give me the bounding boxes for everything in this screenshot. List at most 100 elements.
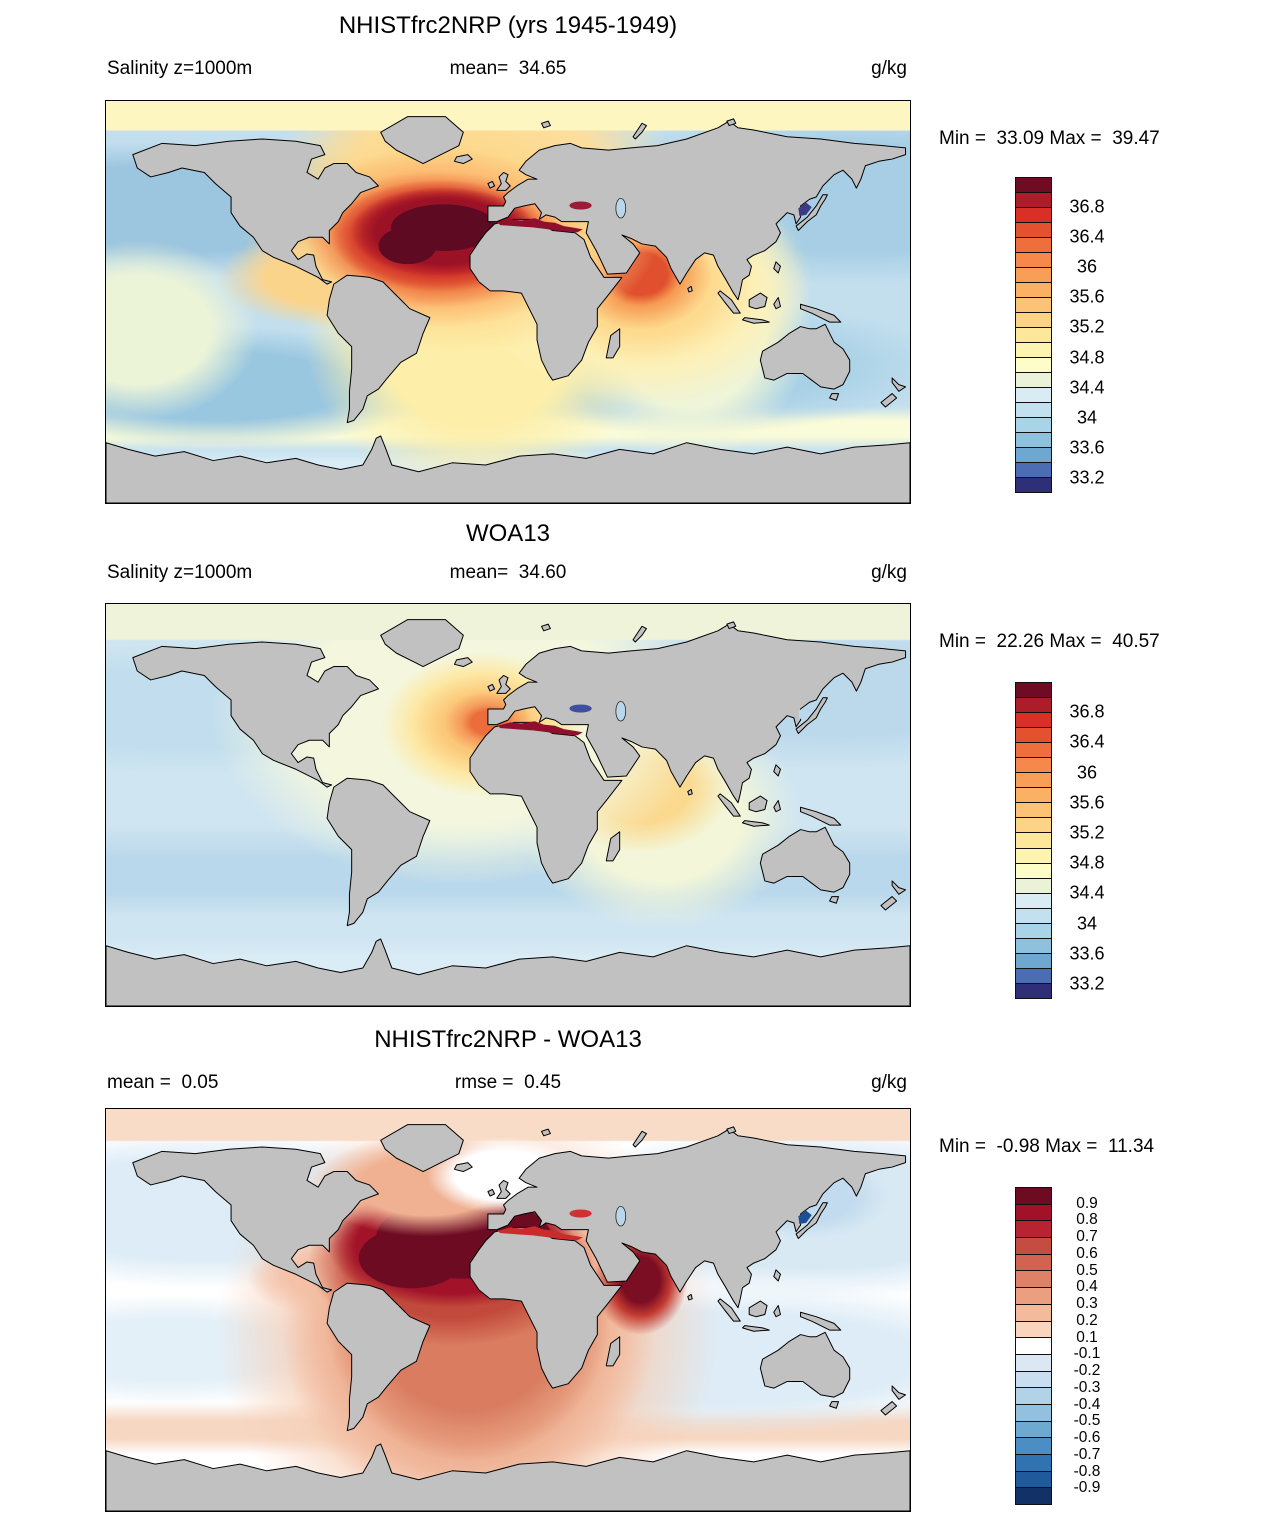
colorbar-segment bbox=[1016, 787, 1051, 803]
panel-model-units-label: g/kg bbox=[871, 58, 907, 79]
panel-model-variable-label: Salinity z=1000m bbox=[107, 58, 253, 79]
colorbar-segment bbox=[1016, 1370, 1051, 1388]
colorbar-segment bbox=[1016, 282, 1051, 297]
sea-of-japan bbox=[798, 705, 812, 720]
colorbar-segment bbox=[1016, 742, 1051, 758]
world-map-model bbox=[106, 116, 910, 503]
colorbar-model-swatches bbox=[1015, 177, 1052, 493]
world-landmasses bbox=[106, 1124, 910, 1511]
colorbar-tick-label: 35.2 bbox=[1069, 822, 1105, 843]
panel-obs-units-label: g/kg bbox=[871, 562, 907, 583]
world-landmasses bbox=[106, 116, 910, 503]
mediterranean-sea bbox=[497, 218, 583, 233]
colorbar-segment bbox=[1016, 372, 1051, 387]
colorbar-obs-swatches bbox=[1015, 682, 1052, 999]
colorbar-segment bbox=[1016, 1220, 1051, 1238]
map-obs-salinity bbox=[105, 603, 911, 1007]
colorbar-tick-label: 0.2 bbox=[1076, 1311, 1098, 1329]
colorbar-segment bbox=[1016, 1320, 1051, 1338]
colorbar-tick-label: 0.1 bbox=[1076, 1328, 1098, 1346]
panel-model-minmax: Min = 33.09 Max = 39.47 bbox=[939, 128, 1160, 149]
colorbar-segment bbox=[1016, 892, 1051, 908]
map-model-salinity bbox=[105, 100, 911, 504]
sea-of-japan-anomaly bbox=[798, 202, 812, 217]
colorbar-tick-label: -0.9 bbox=[1073, 1479, 1101, 1497]
colorbar-segment bbox=[1016, 1188, 1051, 1204]
panel-obs-mean-label: mean= 34.60 bbox=[449, 562, 567, 583]
colorbar-tick-label: 33.2 bbox=[1069, 973, 1105, 994]
colorbar-segment bbox=[1016, 922, 1051, 938]
colorbar-segment bbox=[1016, 1237, 1051, 1254]
panel-diff-rmse-label: rmse = 0.45 bbox=[454, 1072, 562, 1093]
colorbar-tick-label: 36.8 bbox=[1069, 701, 1105, 722]
colorbar-segment bbox=[1016, 178, 1051, 192]
black-sea bbox=[569, 201, 592, 210]
colorbar-tick-label: 0.3 bbox=[1076, 1295, 1098, 1313]
colorbar-tick-label: 0.5 bbox=[1076, 1261, 1098, 1279]
caspian-sea bbox=[615, 197, 627, 219]
colorbar-tick-label: 34.8 bbox=[1069, 347, 1105, 368]
colorbar-segment bbox=[1016, 357, 1051, 372]
colorbar-segment bbox=[1016, 342, 1051, 357]
colorbar-segment bbox=[1016, 1203, 1051, 1221]
colorbar-segment bbox=[1016, 1470, 1051, 1488]
mediterranean-sea bbox=[497, 721, 583, 736]
mediterranean-sea bbox=[497, 1226, 583, 1241]
colorbar-segment bbox=[1016, 1403, 1051, 1421]
colorbar-diff: 0.9 0.8 0.7 0.6 0.5 0.4 0.3 0.2 0.1 -0.1 -0.2 -0.3-… bbox=[1015, 1187, 1135, 1505]
colorbar-segment bbox=[1016, 832, 1051, 848]
colorbar-tick-label: 36.8 bbox=[1069, 196, 1105, 217]
colorbar-tick-label: 0.9 bbox=[1076, 1194, 1098, 1212]
map-diff-salinity bbox=[105, 1108, 911, 1512]
colorbar-model: 36.8 36.4 36 35.6 35.2 34.8 34.4 34 33.6 33.2 bbox=[1015, 177, 1135, 493]
colorbar-segment bbox=[1016, 712, 1051, 728]
colorbar-segment bbox=[1016, 402, 1051, 417]
colorbar-segment bbox=[1016, 237, 1051, 252]
colorbar-segment bbox=[1016, 1437, 1051, 1454]
colorbar-tick-label: 33.6 bbox=[1069, 943, 1105, 964]
colorbar-tick-label: 34 bbox=[1076, 913, 1098, 934]
caspian-sea bbox=[615, 1205, 627, 1227]
colorbar-tick-label: -0.7 bbox=[1073, 1445, 1101, 1463]
colorbar-segment bbox=[1016, 387, 1051, 402]
colorbar-diff-swatches bbox=[1015, 1187, 1052, 1505]
colorbar-segment bbox=[1016, 697, 1051, 713]
colorbar-segment bbox=[1016, 982, 1051, 998]
colorbar-segment bbox=[1016, 802, 1051, 818]
panel-obs-minmax: Min = 22.26 Max = 40.57 bbox=[939, 631, 1160, 652]
colorbar-tick-label: 35.2 bbox=[1069, 316, 1105, 337]
colorbar-tick-label: 0.8 bbox=[1076, 1211, 1098, 1229]
colorbar-tick-label: 36.4 bbox=[1069, 731, 1105, 752]
colorbar-segment bbox=[1016, 222, 1051, 237]
colorbar-tick-label: 0.7 bbox=[1076, 1228, 1098, 1246]
world-map-diff bbox=[106, 1124, 910, 1511]
world-landmasses bbox=[106, 619, 910, 1006]
panel-obs-variable-label: Salinity z=1000m bbox=[107, 562, 253, 583]
black-sea bbox=[569, 704, 592, 713]
colorbar-model-ticks: 36.8 36.4 36 35.6 35.2 34.8 34.4 34 33.6 33.2 bbox=[1055, 177, 1125, 493]
colorbar-segment bbox=[1016, 432, 1051, 447]
panel-obs-title: WOA13 bbox=[465, 520, 551, 547]
colorbar-segment bbox=[1016, 327, 1051, 342]
panel-diff-minmax: Min = -0.98 Max = 11.34 bbox=[939, 1136, 1155, 1157]
black-sea bbox=[569, 1209, 592, 1218]
colorbar-tick-label: 34.4 bbox=[1069, 377, 1105, 398]
colorbar-obs-ticks: 36.8 36.4 36 35.6 35.2 34.8 34.4 34 33.6 33.2 bbox=[1055, 682, 1125, 999]
colorbar-segment bbox=[1016, 1353, 1051, 1371]
panel-model-title: NHISTfrc2NRP (yrs 1945-1949) bbox=[338, 12, 678, 39]
colorbar-obs: 36.8 36.4 36 35.6 35.2 34.8 34.4 34 33.6 33.2 bbox=[1015, 682, 1135, 999]
panel-diff-subtitle-row: mean = 0.05 rmse = 0.45 g/kg bbox=[105, 1072, 911, 1094]
colorbar-segment bbox=[1016, 683, 1051, 698]
colorbar-segment bbox=[1016, 1387, 1051, 1404]
colorbar-tick-label: 0.6 bbox=[1076, 1244, 1098, 1262]
colorbar-segment bbox=[1016, 1337, 1051, 1354]
colorbar-segment bbox=[1016, 252, 1051, 267]
colorbar-segment bbox=[1016, 862, 1051, 878]
colorbar-segment bbox=[1016, 937, 1051, 953]
colorbar-segment bbox=[1016, 952, 1051, 968]
caspian-sea bbox=[615, 700, 627, 722]
colorbar-segment bbox=[1016, 772, 1051, 788]
world-map-obs bbox=[106, 619, 910, 1006]
colorbar-tick-label: -0.4 bbox=[1073, 1395, 1101, 1413]
